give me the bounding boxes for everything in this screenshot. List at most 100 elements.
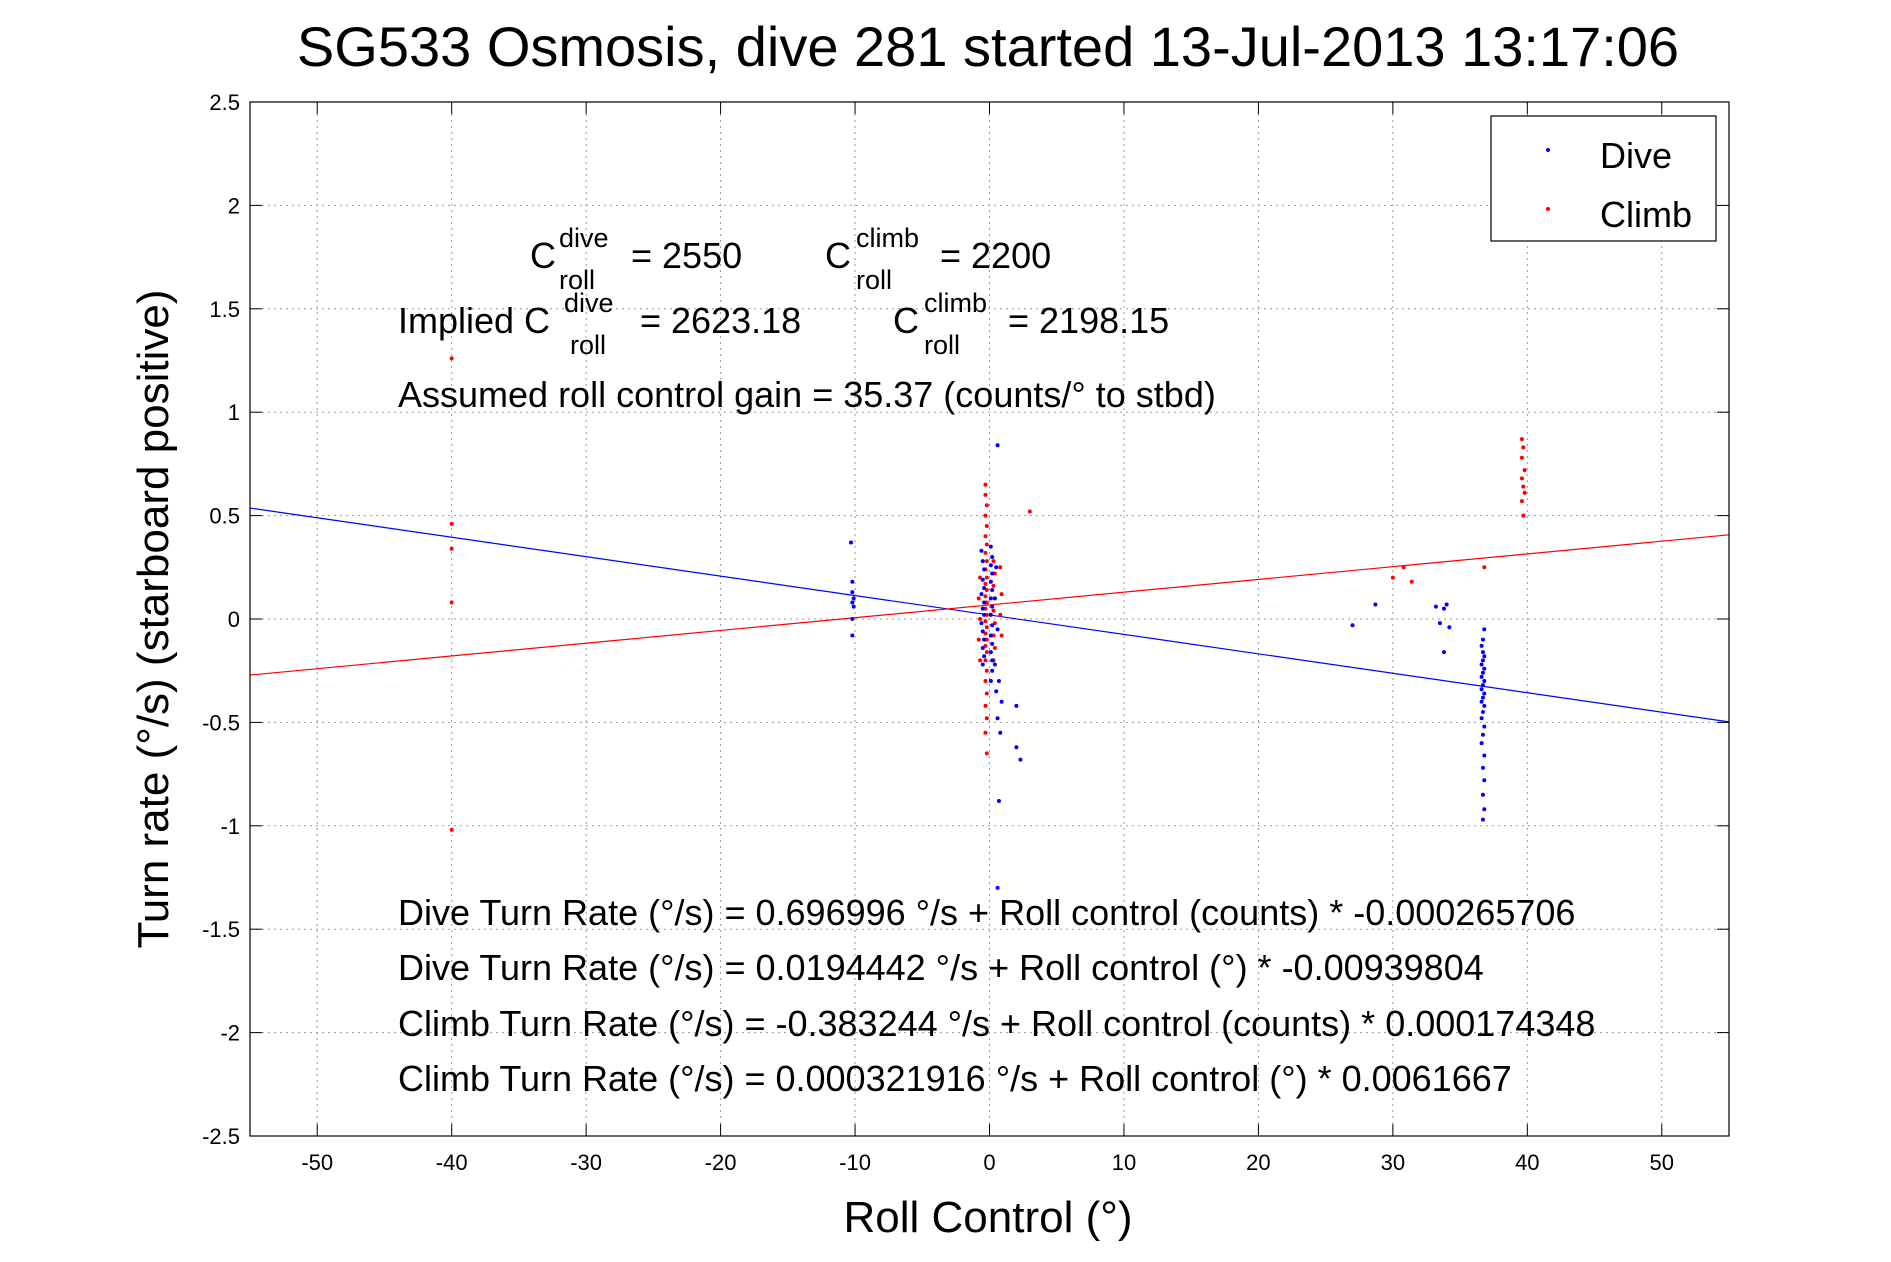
- data-point: [982, 567, 987, 572]
- c-climb-symbol: C: [825, 235, 851, 276]
- data-point: [982, 600, 987, 605]
- data-point: [1480, 670, 1485, 675]
- data-point: [851, 596, 856, 601]
- y-axis-ticks: 2.5 2 1.5 1 0.5 0 -0.5 -1 -1.5 -2 -2.5: [202, 90, 1729, 1149]
- data-point: [1482, 703, 1487, 708]
- legend-dive-label: Dive: [1600, 135, 1672, 176]
- data-point: [1519, 499, 1524, 504]
- equation-line-2: Dive Turn Rate (°/s) = 0.0194442 °/s + R…: [398, 947, 1484, 988]
- data-point: [980, 559, 985, 564]
- data-point: [1437, 621, 1442, 626]
- data-point: [992, 662, 997, 667]
- data-point: [980, 662, 985, 667]
- data-point: [851, 604, 856, 609]
- data-point: [979, 621, 984, 626]
- data-points: [449, 356, 1527, 890]
- y-tick-label: -2: [220, 1021, 240, 1046]
- data-point: [990, 658, 995, 663]
- y-tick-label: 0.5: [209, 504, 240, 529]
- y-tick-label: -1: [220, 814, 240, 839]
- data-point: [1480, 650, 1485, 655]
- data-point: [850, 590, 855, 595]
- data-point: [1480, 732, 1485, 737]
- data-point: [449, 356, 454, 361]
- data-point: [990, 641, 995, 646]
- x-axis-ticks: -50 -40 -30 -20 -10 0 10 20 30 40 50: [301, 102, 1674, 1175]
- data-point: [1482, 753, 1487, 758]
- data-point: [1479, 643, 1484, 648]
- data-point: [1480, 695, 1485, 700]
- data-point: [988, 679, 993, 684]
- data-point: [1480, 792, 1485, 797]
- y-tick-label: 1.5: [209, 297, 240, 322]
- x-tick-label: 20: [1246, 1150, 1270, 1175]
- data-point: [995, 443, 1000, 448]
- data-point: [984, 751, 989, 756]
- data-point: [1479, 699, 1484, 704]
- implied-climb-superscript: climb: [924, 288, 987, 318]
- data-point: [982, 612, 987, 617]
- legend: Dive Climb: [1490, 115, 1717, 242]
- data-point: [984, 691, 989, 696]
- data-point: [1479, 741, 1484, 746]
- data-point: [1444, 602, 1449, 607]
- legend-dive-marker: [1546, 148, 1550, 152]
- data-point: [984, 668, 989, 673]
- implied-dive-superscript: dive: [564, 288, 614, 318]
- data-point: [850, 617, 855, 621]
- data-point: [983, 513, 988, 518]
- data-point: [983, 534, 988, 539]
- data-point: [850, 600, 855, 605]
- data-point: [983, 492, 988, 497]
- y-tick-label: -2.5: [202, 1124, 240, 1149]
- data-point: [995, 627, 1000, 632]
- data-point: [984, 716, 989, 721]
- c-dive-value: = 2550: [631, 235, 742, 276]
- data-point: [1480, 817, 1485, 822]
- data-point: [998, 565, 1003, 570]
- implied-climb-value: = 2198.15: [1008, 300, 1169, 341]
- data-point: [449, 827, 454, 832]
- data-point: [984, 650, 989, 655]
- data-point: [449, 546, 454, 551]
- data-point: [990, 604, 995, 609]
- data-point: [984, 625, 989, 630]
- data-point: [1373, 602, 1378, 607]
- data-point: [984, 523, 989, 528]
- data-point: [999, 592, 1004, 597]
- data-point: [982, 585, 987, 590]
- x-tick-label: -30: [570, 1150, 602, 1175]
- equation-line-1: Dive Turn Rate (°/s) = 0.696996 °/s + Ro…: [398, 892, 1575, 933]
- x-tick-label: -40: [436, 1150, 468, 1175]
- data-point: [998, 612, 1003, 617]
- data-point: [983, 482, 988, 487]
- data-point: [984, 559, 989, 564]
- data-point: [992, 596, 997, 601]
- data-point: [1479, 662, 1484, 667]
- implied-climb-subscript: roll: [924, 330, 960, 360]
- data-point: [988, 612, 993, 617]
- data-point: [992, 645, 997, 650]
- data-point: [980, 577, 985, 582]
- data-point: [1482, 627, 1487, 632]
- c-climb-superscript: climb: [856, 223, 919, 253]
- chart-title: SG533 Osmosis, dive 281 started 13-Jul-2…: [297, 15, 1679, 78]
- c-dive-symbol: C: [530, 235, 556, 276]
- data-point: [1482, 565, 1487, 570]
- data-point: [998, 730, 1003, 735]
- data-point: [1482, 666, 1487, 671]
- data-point: [1482, 679, 1487, 684]
- data-point: [1519, 455, 1524, 460]
- data-point: [1521, 445, 1526, 450]
- implied-climb-symbol: C: [893, 300, 919, 341]
- data-point: [1482, 654, 1487, 659]
- data-point: [1441, 650, 1446, 655]
- implied-dive-subscript: roll: [570, 330, 606, 360]
- data-point: [996, 679, 1001, 684]
- data-point: [984, 503, 989, 508]
- data-point: [978, 658, 983, 663]
- legend-climb-label: Climb: [1600, 194, 1692, 235]
- data-point: [983, 594, 988, 599]
- data-point: [1522, 490, 1527, 495]
- data-point: [988, 544, 993, 549]
